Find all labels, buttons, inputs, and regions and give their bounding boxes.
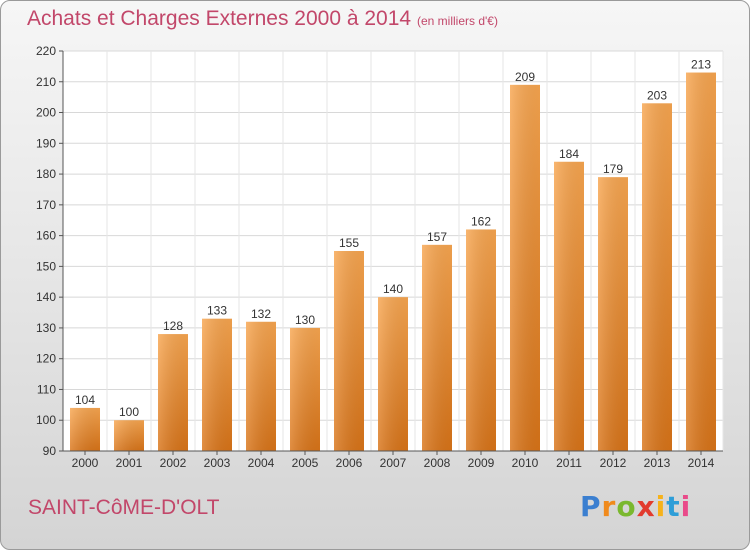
y-tick-label: 100 xyxy=(36,413,56,427)
bar-shade xyxy=(114,420,144,451)
logo-letter: t xyxy=(666,490,681,523)
bar-value-label: 155 xyxy=(339,236,359,250)
bar-value-label: 179 xyxy=(603,162,623,176)
x-tick-label: 2002 xyxy=(160,456,187,470)
bar-shade xyxy=(554,161,584,451)
x-tick-label: 2010 xyxy=(512,456,539,470)
x-tick-label: 2000 xyxy=(72,456,99,470)
x-tick-label: 2003 xyxy=(204,456,231,470)
y-tick-label: 110 xyxy=(37,382,56,396)
y-tick-label: 190 xyxy=(36,136,56,150)
bar-shade xyxy=(686,72,716,452)
bar-value-label: 157 xyxy=(427,230,447,244)
chart-title: Achats et Charges Externes 2000 à 2014 xyxy=(27,7,412,30)
x-tick-label: 2004 xyxy=(248,456,275,470)
bar-shade xyxy=(378,297,408,451)
bar-shade xyxy=(246,321,276,451)
axes: 90 100 110 120 130 140 150 160 170 180 190 200 210 22… xyxy=(36,44,723,470)
y-tick-label: 140 xyxy=(36,290,56,304)
y-tick-label: 200 xyxy=(36,106,56,120)
bar-shade xyxy=(202,318,232,451)
bar-value-label: 203 xyxy=(647,88,667,102)
bar-shade xyxy=(290,327,320,451)
y-tick-label: 180 xyxy=(36,167,56,181)
bar-shade xyxy=(510,84,540,451)
y-tick-label: 160 xyxy=(36,229,56,243)
y-tick-label: 120 xyxy=(36,352,56,366)
bar-value-label: 184 xyxy=(559,147,579,161)
y-tick-label: 170 xyxy=(36,198,56,212)
bar-value-label: 100 xyxy=(119,405,139,419)
x-tick-label: 2006 xyxy=(336,456,363,470)
unit-label: (en milliers d'€) xyxy=(417,14,498,28)
bar-value-label: 209 xyxy=(515,70,535,84)
proxiti-logo: Proxiti xyxy=(580,490,691,523)
y-tick-label: 150 xyxy=(36,259,56,273)
bar-value-label: 104 xyxy=(75,393,95,407)
x-tick-label: 2014 xyxy=(688,456,715,470)
logo-letter: P xyxy=(580,490,602,523)
bar-value-label: 133 xyxy=(207,304,227,318)
bar-shade xyxy=(70,407,100,451)
x-tick-label: 2011 xyxy=(556,456,582,470)
logo-letter: x xyxy=(636,490,656,523)
location-name: SAINT-CôME-D'OLT xyxy=(28,496,220,519)
logo-letter: i xyxy=(655,490,667,523)
bar-value-label: 128 xyxy=(163,319,183,333)
y-tick-label: 220 xyxy=(36,44,56,58)
logo-letter: r xyxy=(601,490,617,523)
x-tick-label: 2005 xyxy=(292,456,319,470)
bar-value-label: 213 xyxy=(691,58,711,72)
bar-shade xyxy=(466,229,496,451)
x-tick-label: 2007 xyxy=(380,456,407,470)
bar-shade xyxy=(334,251,364,451)
bar-value-label: 132 xyxy=(251,307,271,321)
y-tick-label: 90 xyxy=(43,444,57,458)
bar-shade xyxy=(642,103,672,452)
bar-shade xyxy=(422,244,452,451)
bars: 104 100 128 133 132 130 155 140 157 162 209 184 179 2… xyxy=(70,58,716,452)
x-tick-label: 2013 xyxy=(644,456,671,470)
bar-value-label: 130 xyxy=(295,313,315,327)
x-tick-label: 2001 xyxy=(116,456,143,470)
logo-letter: i xyxy=(680,490,692,523)
bar-shade xyxy=(158,334,188,451)
x-tick-label: 2009 xyxy=(468,456,495,470)
bar-shade xyxy=(598,177,628,451)
bar-value-label: 140 xyxy=(383,282,403,296)
x-tick-label: 2008 xyxy=(424,456,451,470)
x-tick-label: 2012 xyxy=(600,456,627,470)
bar-value-label: 162 xyxy=(471,214,491,228)
logo-letter: o xyxy=(616,490,637,523)
y-tick-label: 210 xyxy=(36,75,56,89)
y-tick-label: 130 xyxy=(36,321,56,335)
